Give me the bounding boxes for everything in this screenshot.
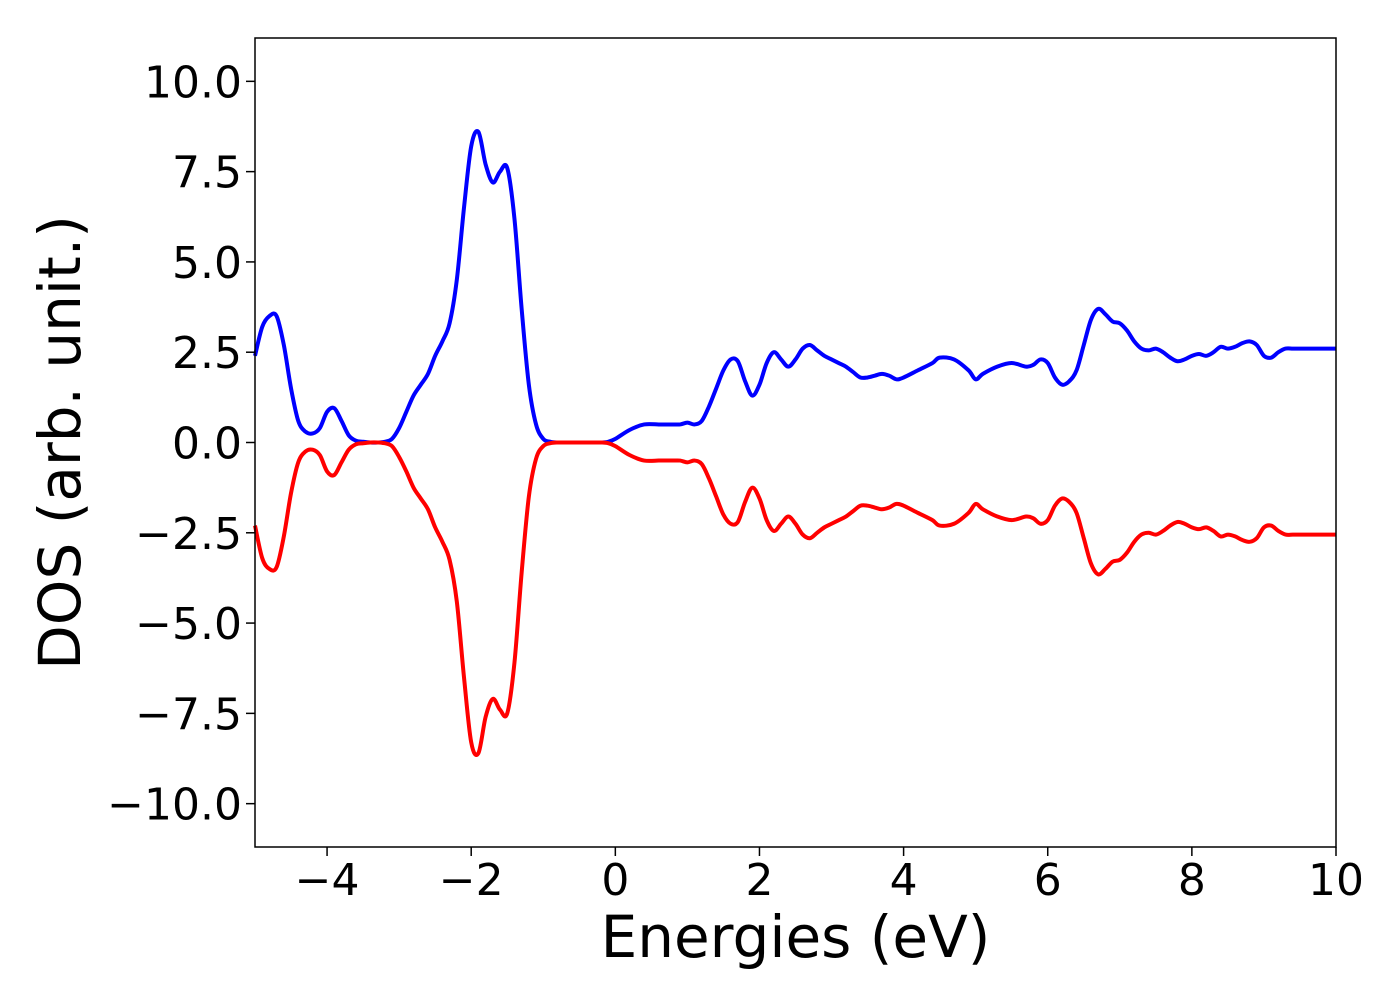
x-tick-label: 6 xyxy=(1034,855,1062,906)
x-tick-label: 10 xyxy=(1308,855,1364,906)
x-tick-label: 8 xyxy=(1178,855,1206,906)
y-tick-label: −10.0 xyxy=(107,780,242,831)
series-line-1 xyxy=(253,440,1337,757)
x-tick-label: 2 xyxy=(745,855,773,906)
x-axis-title: Energies (eV) xyxy=(601,903,991,971)
plot-area-frame xyxy=(254,37,1337,848)
y-tick-label: −2.5 xyxy=(135,509,242,560)
x-tick-label: 0 xyxy=(601,855,629,906)
y-tick-label: 7.5 xyxy=(172,148,242,199)
y-axis: 10.0 7.5 5.0 2.5 0.0 −2.5 −5.0 −7.5 −10.0 xyxy=(107,57,255,831)
series-layer xyxy=(253,129,1337,757)
y-tick-label: −7.5 xyxy=(135,689,242,740)
x-tick-label: −4 xyxy=(295,855,360,906)
series-line-0 xyxy=(253,129,1336,445)
y-tick-label: −5.0 xyxy=(135,599,242,650)
y-tick-label: 5.0 xyxy=(172,238,242,289)
y-tick-label: 10.0 xyxy=(144,57,242,108)
y-axis-title: DOS (arb. unit.) xyxy=(26,215,94,670)
x-tick-label: 4 xyxy=(890,855,918,906)
y-tick-label: 2.5 xyxy=(172,328,242,379)
y-tick-label: 0.0 xyxy=(172,419,242,470)
x-tick-label: −2 xyxy=(439,855,504,906)
x-axis: −4 −2 0 2 4 6 8 10 xyxy=(295,847,1364,906)
